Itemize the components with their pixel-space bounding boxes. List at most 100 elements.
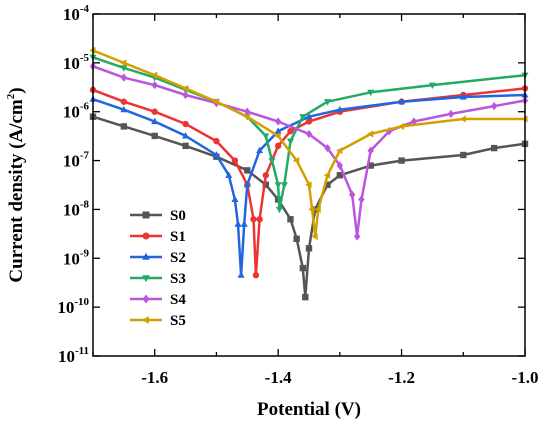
y-tick-label: 10-7 — [63, 150, 90, 171]
data-point-S3 — [299, 114, 307, 121]
data-point-S2 — [243, 180, 251, 188]
data-point-S3 — [323, 99, 332, 106]
data-point-S2 — [212, 151, 220, 158]
data-point-S5 — [459, 115, 466, 123]
data-point-S4 — [447, 109, 455, 119]
legend-item-S2: S2 — [130, 250, 186, 266]
data-point-S2 — [336, 105, 344, 113]
series-line-S2 — [92, 93, 526, 277]
legend-item-S5: S5 — [130, 313, 186, 329]
series-line-S1 — [92, 87, 526, 277]
data-point-S1 — [262, 172, 269, 179]
y-tick-label: 10-4 — [63, 3, 90, 24]
y-tick-labels: 10-11 10-10 10-9 10-8 10-7 10-6 10-5 10-4 — [57, 3, 89, 366]
data-point-S3 — [120, 65, 128, 72]
data-point-S5 — [314, 205, 321, 213]
legend-marker — [142, 211, 150, 219]
data-point-S4 — [324, 143, 331, 153]
data-point-S4 — [490, 101, 498, 111]
data-point-S5 — [397, 122, 405, 130]
data-point-S0 — [151, 132, 158, 140]
series-S1 — [89, 85, 529, 279]
data-point-S2 — [231, 195, 239, 203]
y-tick-label: 10-10 — [57, 296, 89, 317]
data-point-S5 — [305, 181, 312, 189]
data-point-S5 — [243, 113, 250, 121]
data-point-S1 — [256, 216, 263, 223]
data-point-S3 — [262, 133, 270, 140]
data-point-S3 — [286, 138, 295, 145]
data-point-S1 — [252, 272, 260, 279]
legend: S0 S1 S2 S3 S4 S5 — [130, 208, 186, 329]
data-point-S3 — [428, 82, 436, 89]
legend-label: S5 — [170, 313, 186, 329]
data-point-S2 — [240, 220, 248, 227]
series-line-S5 — [92, 49, 525, 238]
data-point-S2 — [459, 93, 467, 100]
series-S4 — [89, 62, 529, 241]
y-tick-label: 10-6 — [63, 101, 90, 122]
x-tick-label: -1.4 — [265, 368, 292, 387]
legend-item-S3: S3 — [130, 271, 186, 287]
data-point-S0 — [120, 123, 128, 130]
data-point-S0 — [336, 172, 344, 179]
legend-label: S2 — [170, 250, 186, 266]
series-S5 — [89, 46, 528, 240]
data-point-S1 — [287, 127, 294, 135]
data-point-S4 — [353, 232, 361, 241]
legend-label: S4 — [170, 292, 186, 308]
x-tick-label: -1.6 — [141, 368, 168, 387]
legend-marker — [142, 275, 150, 283]
data-point-S2 — [182, 132, 190, 139]
data-point-S4 — [120, 73, 128, 82]
data-point-S0 — [287, 216, 294, 223]
legend-label: S1 — [170, 229, 186, 245]
data-point-S1 — [305, 118, 313, 125]
data-point-S5 — [336, 147, 343, 155]
legend-marker — [142, 232, 150, 240]
data-point-S3 — [274, 182, 282, 189]
data-point-S2 — [256, 146, 264, 154]
data-point-S0 — [305, 245, 313, 252]
data-point-S0 — [293, 235, 300, 243]
data-point-S4 — [367, 146, 374, 155]
data-point-S5 — [150, 71, 158, 79]
legend-marker — [142, 294, 150, 304]
data-point-S0 — [182, 142, 189, 150]
data-point-S3 — [275, 206, 283, 214]
data-point-S0 — [299, 264, 307, 272]
data-point-S0 — [490, 144, 498, 152]
data-point-S0 — [302, 293, 309, 301]
data-point-S0 — [244, 167, 251, 174]
x-tick-label: -1.0 — [512, 368, 539, 387]
data-point-S1 — [274, 142, 282, 150]
data-point-S2 — [305, 112, 313, 120]
data-point-S2 — [120, 105, 128, 113]
data-point-S4 — [305, 129, 313, 139]
y-tick-label: 10-9 — [63, 247, 90, 268]
legend-label: S0 — [170, 208, 186, 224]
data-point-S2 — [398, 97, 406, 105]
curves-layer — [89, 46, 529, 301]
data-point-S4 — [274, 117, 282, 126]
series-line-S4 — [92, 65, 526, 238]
y-axis-title: Current density (A/cm2) — [5, 87, 27, 282]
data-point-S2 — [151, 117, 159, 125]
data-point-S3 — [280, 182, 288, 189]
series-line-S0 — [92, 115, 526, 299]
data-point-S5 — [274, 132, 281, 140]
data-point-S2 — [225, 171, 233, 178]
x-axis-title: Potential (V) — [257, 399, 361, 420]
data-point-S1 — [250, 216, 257, 223]
data-point-S4 — [151, 80, 158, 90]
data-point-S4 — [358, 195, 365, 204]
legend-item-S4: S4 — [130, 292, 186, 308]
data-point-S0 — [460, 151, 467, 159]
y-tick-label: 10-5 — [63, 52, 90, 73]
data-point-S4 — [336, 161, 344, 170]
legend-item-S0: S0 — [130, 208, 186, 224]
data-point-S1 — [213, 137, 220, 145]
data-point-S0 — [262, 181, 269, 188]
data-point-S5 — [311, 232, 318, 240]
